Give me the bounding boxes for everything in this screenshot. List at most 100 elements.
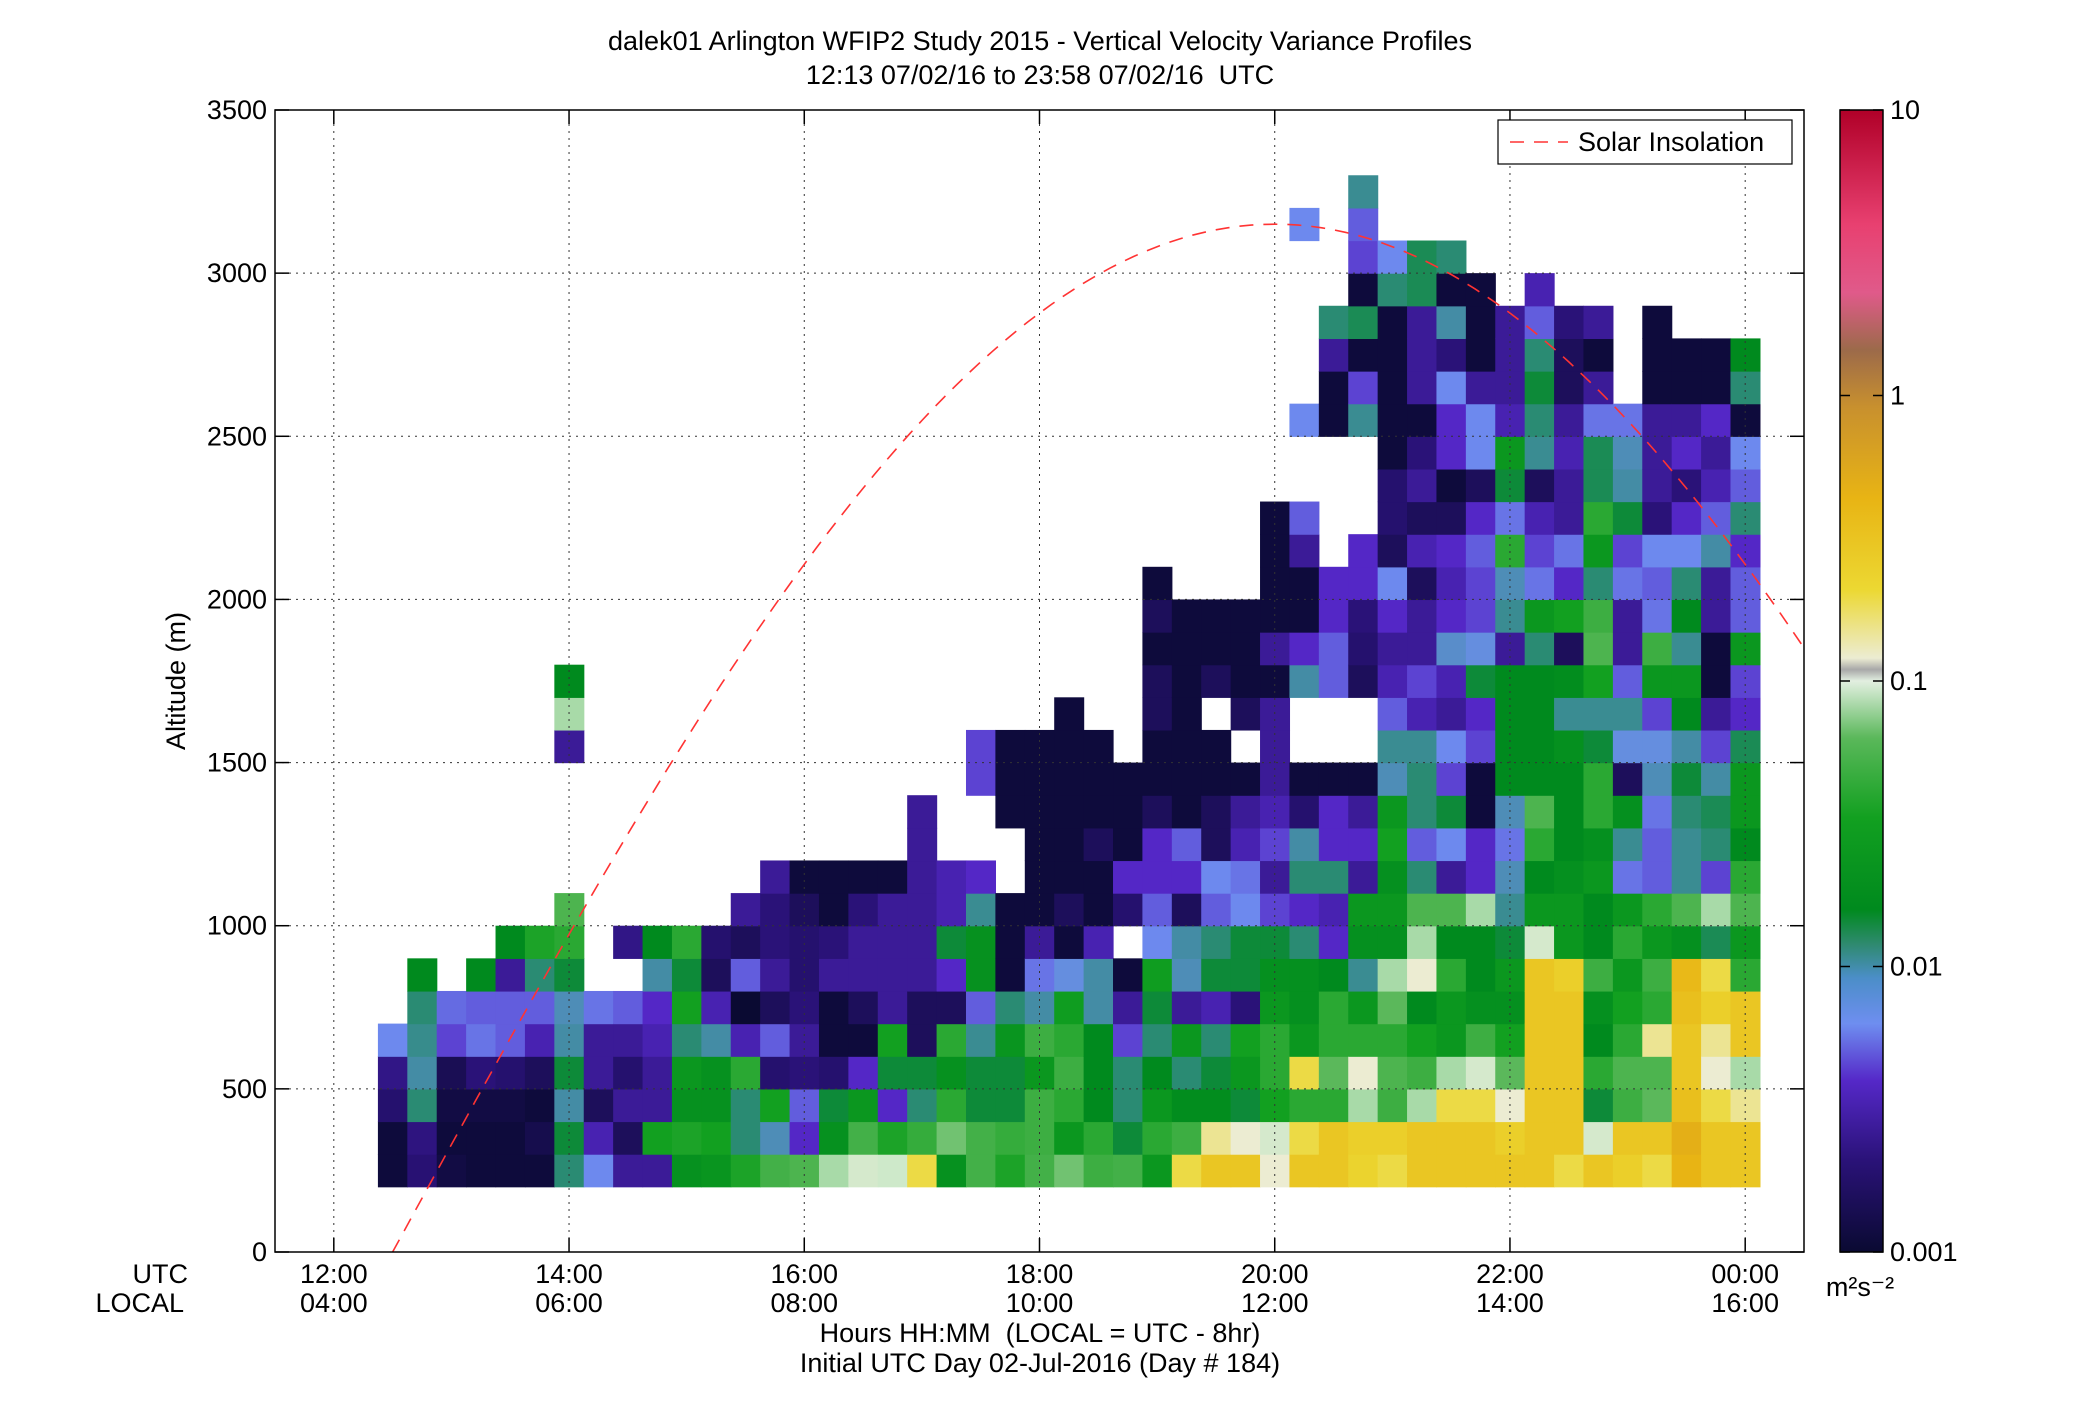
heatmap-cell bbox=[1407, 305, 1438, 339]
heatmap-cell bbox=[1377, 925, 1408, 959]
heatmap-cell bbox=[1730, 403, 1761, 437]
heatmap-cell bbox=[1289, 1121, 1320, 1155]
heatmap-cell bbox=[1642, 827, 1673, 862]
heatmap-cell bbox=[965, 762, 996, 796]
heatmap-cell bbox=[1407, 632, 1438, 666]
heatmap-cell bbox=[1465, 958, 1496, 992]
heatmap-cell bbox=[1554, 468, 1585, 503]
heatmap-cell bbox=[1318, 795, 1349, 829]
heatmap-cell bbox=[1171, 893, 1202, 927]
heatmap-cell bbox=[1289, 1088, 1320, 1123]
y-tick-label: 3500 bbox=[207, 95, 267, 125]
heatmap-cell bbox=[1142, 697, 1173, 731]
heatmap-cell bbox=[1524, 925, 1555, 959]
heatmap-cell bbox=[1230, 893, 1261, 927]
heatmap-cell bbox=[907, 893, 938, 927]
x-axis-label: Hours HH:MM (LOCAL = UTC - 8hr) bbox=[820, 1318, 1261, 1348]
heatmap-cell bbox=[642, 1121, 673, 1155]
heatmap-cell bbox=[1495, 1121, 1526, 1155]
heatmap-cell bbox=[1554, 1121, 1585, 1155]
heatmap-cell bbox=[1407, 697, 1438, 731]
heatmap-cell bbox=[760, 1056, 791, 1090]
heatmap-cell bbox=[1436, 1023, 1467, 1057]
heatmap-cell bbox=[1318, 893, 1349, 927]
heatmap-cell bbox=[1642, 1154, 1673, 1188]
heatmap-cell bbox=[818, 860, 849, 894]
x-tick-label-utc: 12:00 bbox=[300, 1259, 368, 1289]
heatmap-cell bbox=[1377, 534, 1408, 568]
heatmap-cell bbox=[1642, 632, 1673, 666]
heatmap-cell bbox=[1554, 436, 1585, 470]
heatmap-cell bbox=[1407, 827, 1438, 862]
heatmap-cell bbox=[1612, 632, 1643, 666]
y-tick-label: 1500 bbox=[207, 748, 267, 778]
heatmap-cell bbox=[1171, 697, 1202, 731]
heatmap-cell bbox=[1348, 403, 1379, 437]
heatmap-cell bbox=[1671, 893, 1702, 927]
heatmap-cell bbox=[1318, 632, 1349, 666]
heatmap-cell bbox=[1201, 1088, 1232, 1123]
heatmap-cell bbox=[1583, 599, 1614, 633]
heatmap-cell bbox=[1377, 371, 1408, 405]
heatmap-cell bbox=[1612, 436, 1643, 470]
heatmap-cell bbox=[1201, 1023, 1232, 1057]
heatmap-cell bbox=[1495, 729, 1526, 764]
heatmap-cell bbox=[1377, 1088, 1408, 1123]
heatmap-cell bbox=[1701, 1088, 1732, 1123]
colorbar-ticks: 0.001 0.01 0.1 1 10 bbox=[1840, 95, 1958, 1267]
heatmap-cell bbox=[1701, 338, 1732, 372]
heatmap-cell bbox=[1083, 860, 1114, 894]
colorbar-tick-label: 1 bbox=[1890, 381, 1905, 411]
heatmap-cell bbox=[1230, 1121, 1261, 1155]
heatmap-cell bbox=[1524, 1088, 1555, 1123]
heatmap-cell bbox=[671, 1088, 702, 1123]
heatmap-cell bbox=[1495, 501, 1526, 535]
heatmap-cell bbox=[1583, 305, 1614, 339]
heatmap-cell bbox=[1495, 468, 1526, 503]
heatmap-cell bbox=[760, 925, 791, 959]
heatmap-cell bbox=[1318, 371, 1349, 405]
heatmap-cell bbox=[1642, 664, 1673, 698]
heatmap-cell bbox=[1701, 403, 1732, 437]
heatmap-cell bbox=[1701, 468, 1732, 503]
heatmap-cell bbox=[1377, 860, 1408, 894]
heatmap-cell bbox=[1465, 534, 1496, 568]
heatmap-cell bbox=[1318, 860, 1349, 894]
heatmap-cell bbox=[1289, 1154, 1320, 1188]
heatmap-cell bbox=[907, 958, 938, 992]
heatmap-cell bbox=[995, 729, 1026, 764]
heatmap-cell bbox=[1701, 958, 1732, 992]
heatmap-cell bbox=[1142, 729, 1173, 764]
heatmap-cell bbox=[1201, 762, 1232, 796]
heatmap-cell bbox=[1407, 1121, 1438, 1155]
heatmap-cell bbox=[1495, 925, 1526, 959]
heatmap-cell bbox=[1671, 697, 1702, 731]
heatmap-cell bbox=[671, 1056, 702, 1090]
heatmap-cell bbox=[1465, 403, 1496, 437]
heatmap-cell bbox=[1348, 1056, 1379, 1090]
heatmap-cell bbox=[936, 990, 967, 1025]
heatmap-cell bbox=[877, 958, 908, 992]
heatmap-cell bbox=[1260, 599, 1291, 633]
heatmap-cell bbox=[1554, 1023, 1585, 1057]
heatmap-cell bbox=[789, 1023, 820, 1057]
heatmap-cell bbox=[1436, 990, 1467, 1025]
heatmap-cell bbox=[1024, 1121, 1055, 1155]
heatmap-cell bbox=[1701, 436, 1732, 470]
heatmap-cell bbox=[1465, 305, 1496, 339]
heatmap-cell bbox=[1671, 925, 1702, 959]
heatmap-cell bbox=[1289, 925, 1320, 959]
x-tick-label-utc: 18:00 bbox=[1006, 1259, 1074, 1289]
heatmap-cell bbox=[789, 925, 820, 959]
heatmap-cell bbox=[1642, 1121, 1673, 1155]
heatmap-cell bbox=[1201, 1121, 1232, 1155]
heatmap-cell bbox=[1554, 1088, 1585, 1123]
heatmap-cell bbox=[613, 1154, 644, 1188]
heatmap-cell bbox=[1054, 925, 1085, 959]
heatmap-cell bbox=[1671, 371, 1702, 405]
heatmap-cell bbox=[1730, 468, 1761, 503]
heatmap-cell bbox=[965, 1088, 996, 1123]
heatmap-cell bbox=[1612, 534, 1643, 568]
heatmap-cell bbox=[1583, 468, 1614, 503]
heatmap-cell bbox=[1260, 827, 1291, 862]
